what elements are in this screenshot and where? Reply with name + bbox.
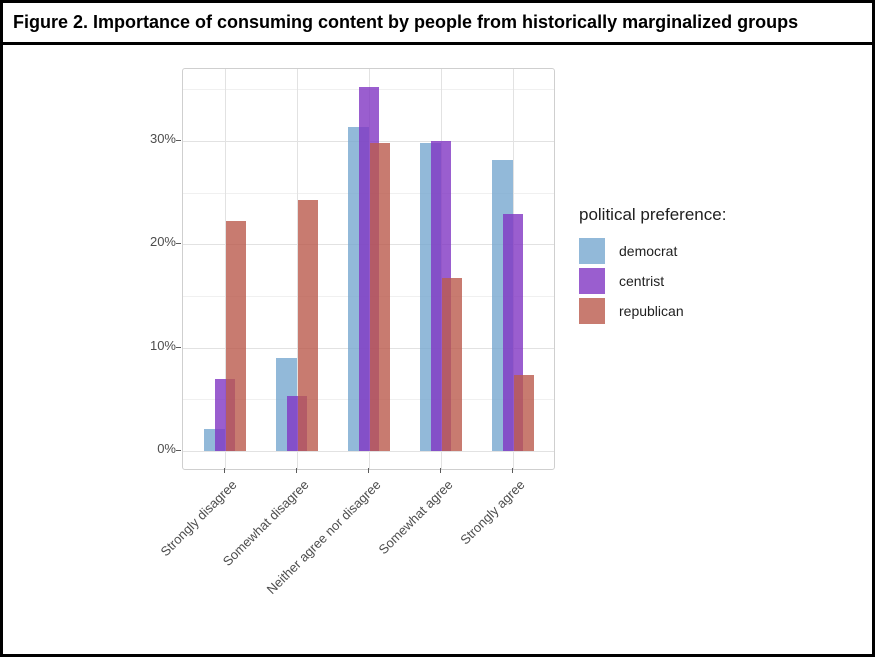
legend-label: centrist [619,273,665,289]
gridline-major [183,451,554,452]
bar-republican [297,199,318,451]
legend-swatch-democrat [579,238,605,264]
legend-title: political preference: [579,205,727,224]
figure-title: Figure 2. Importance of consuming conten… [13,12,799,32]
legend-item: republican [579,298,726,324]
x-axis-label: Neither agree nor disagree [263,477,384,597]
plot-panel [182,68,555,470]
x-tick-mark [440,468,441,473]
y-tick-mark [176,140,181,141]
legend-item: democrat [579,238,726,264]
x-tick-mark [368,468,369,473]
legend-swatch-republican [579,298,605,324]
x-tick-mark [296,468,297,473]
bar-republican [513,374,534,451]
legend-label: democrat [619,243,678,259]
legend: political preference: democrat centrist re… [579,205,726,328]
x-axis-label: Strongly agree [457,477,528,548]
y-axis-label: 10% [149,337,176,353]
y-axis-label: 20% [149,234,176,250]
x-axis-label: Somewhat agree [375,477,456,558]
legend-items: democrat centrist republican [579,238,726,324]
y-tick-mark [176,243,181,245]
y-axis-label: 30% [149,131,176,146]
x-axis-label: Somewhat disagree [219,477,312,569]
y-axis-label: 0% [157,441,176,456]
y-tick-mark [176,450,181,451]
x-tick-mark [512,468,513,473]
y-tick-mark [176,346,181,348]
legend-swatch-centrist [579,268,605,294]
legend-label: republican [619,303,684,319]
bar-republican [441,278,462,451]
legend-item: centrist [579,268,726,294]
bar-republican [225,220,246,451]
figure-title-bar: Figure 2. Importance of consuming conten… [3,3,872,45]
x-axis-label: Strongly disagree [157,477,240,560]
x-tick-mark [224,468,225,473]
bar-republican [369,143,390,451]
